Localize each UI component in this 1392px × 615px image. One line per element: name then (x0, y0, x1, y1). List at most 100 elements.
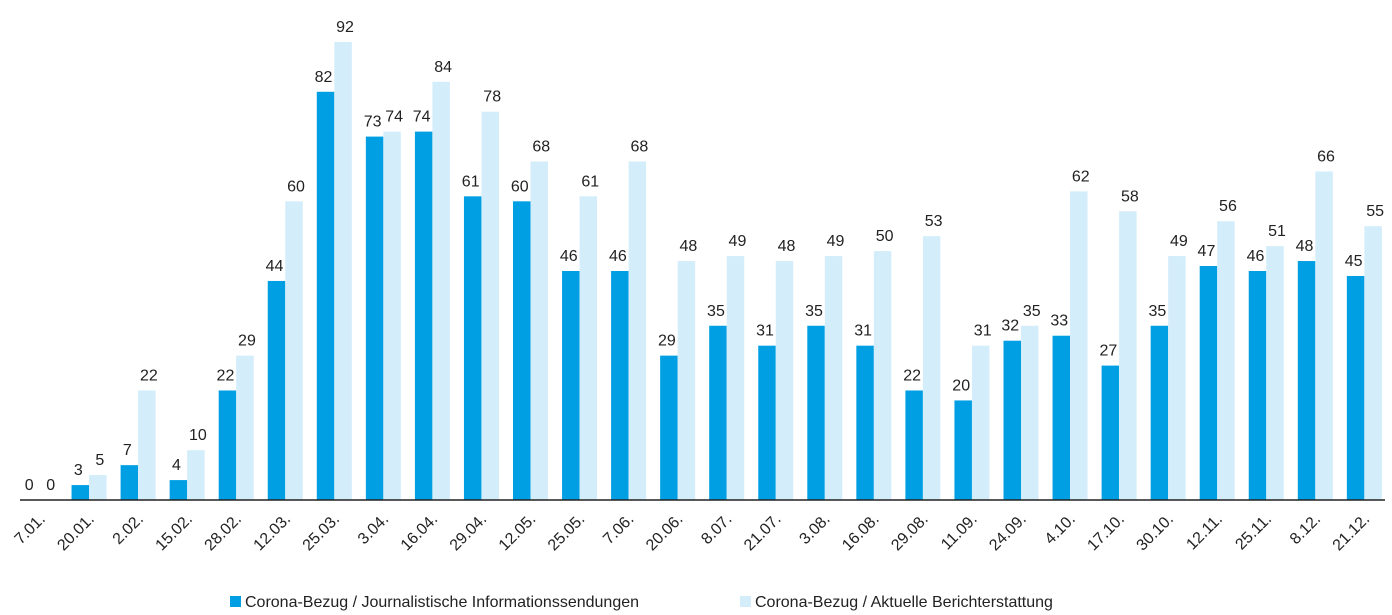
bar (316, 91, 335, 501)
value-label: 31 (974, 323, 992, 340)
value-label: 61 (581, 173, 599, 190)
value-label: 61 (462, 173, 480, 190)
bar (1315, 171, 1333, 500)
value-label: 60 (511, 178, 529, 195)
value-label: 33 (1050, 313, 1068, 330)
x-tick-label: 4.10. (1042, 511, 1079, 548)
value-label: 68 (532, 138, 550, 155)
legend-label: Corona-Bezug / Aktuelle Berichterstattun… (755, 594, 1053, 611)
value-label: 55 (1366, 203, 1384, 220)
value-label: 51 (1268, 223, 1286, 240)
value-label: 60 (287, 178, 305, 195)
bar (824, 256, 843, 500)
bar (726, 256, 745, 500)
value-label: 74 (385, 109, 403, 126)
value-label: 50 (876, 228, 894, 245)
value-label: 22 (140, 367, 158, 384)
bar (758, 345, 776, 500)
value-label: 92 (336, 19, 354, 36)
value-label: 10 (189, 427, 207, 444)
value-label: 31 (854, 323, 872, 340)
x-tick-label: 16.08. (839, 511, 882, 554)
x-tick-label: 16.04. (398, 511, 441, 554)
bar (873, 251, 892, 500)
value-label: 0 (46, 477, 55, 494)
value-label: 58 (1121, 188, 1139, 205)
bar (922, 236, 941, 501)
value-label: 44 (266, 258, 284, 275)
x-tick-label: 17.10. (1084, 511, 1127, 554)
value-label: 7 (123, 442, 132, 459)
bar (414, 131, 433, 500)
bar (513, 201, 531, 500)
bar (579, 196, 598, 500)
bar (1217, 221, 1235, 500)
value-label: 49 (729, 233, 747, 250)
value-label: 5 (95, 452, 104, 469)
value-label: 29 (658, 333, 676, 350)
x-tick-label: 7.06. (600, 511, 637, 548)
value-label: 35 (1149, 303, 1167, 320)
x-tick-label: 12.03. (251, 511, 294, 554)
x-tick-label: 8.07. (698, 511, 735, 548)
bar (660, 355, 678, 500)
x-tick-label: 3.04. (355, 511, 392, 548)
value-label: 46 (560, 248, 578, 265)
bar (1003, 340, 1021, 500)
bar (856, 345, 874, 500)
value-label: 48 (778, 238, 796, 255)
x-tick-label: 20.01. (54, 511, 97, 554)
bar (267, 280, 286, 500)
value-label: 20 (952, 377, 970, 394)
value-label: 46 (1247, 248, 1265, 265)
x-tick-label: 29.08. (888, 511, 931, 554)
bar (1021, 325, 1039, 500)
bar (463, 196, 482, 500)
bar (709, 325, 727, 500)
bar (562, 271, 580, 500)
bar (1199, 266, 1218, 500)
bar (677, 261, 696, 500)
bar (169, 480, 188, 500)
value-label: 62 (1072, 168, 1090, 185)
bar (89, 475, 107, 500)
bar (1248, 271, 1267, 500)
x-tick-label: 8.12. (1287, 511, 1324, 548)
value-label: 48 (1296, 238, 1314, 255)
bar (1150, 325, 1169, 500)
value-label: 66 (1317, 148, 1335, 165)
x-tick-label: 12.05. (496, 511, 539, 554)
value-label: 22 (217, 367, 235, 384)
bar (71, 485, 90, 500)
bar (1346, 275, 1365, 500)
x-tick-label: 21.12. (1330, 511, 1373, 554)
x-tick-label: 25.05. (545, 511, 588, 554)
value-label: 49 (1170, 233, 1188, 250)
bar (1101, 365, 1120, 500)
legend-swatch (230, 596, 241, 607)
value-label: 48 (680, 238, 698, 255)
bar (1070, 191, 1088, 500)
bar (432, 81, 450, 501)
bar (120, 465, 139, 500)
x-tick-label: 28.02. (202, 511, 245, 554)
value-label: 35 (1023, 303, 1041, 320)
value-label: 49 (827, 233, 845, 250)
bar (138, 390, 156, 500)
bar (628, 161, 647, 500)
x-tick-label: 11.09. (938, 511, 981, 554)
x-tick-label: 3.08. (796, 511, 833, 548)
value-label: 29 (238, 333, 256, 350)
value-label: 56 (1219, 198, 1237, 215)
value-label: 78 (483, 89, 501, 106)
x-tick-label: 25.11. (1232, 511, 1275, 554)
x-tick-label: 20.06. (643, 511, 686, 554)
value-label: 35 (805, 303, 823, 320)
value-label: 4 (172, 457, 181, 474)
x-tick-label: 30.10. (1134, 511, 1177, 554)
value-label: 0 (25, 477, 34, 494)
bar (905, 390, 923, 500)
value-label: 3 (74, 462, 83, 479)
bar (218, 390, 237, 500)
value-label: 82 (315, 69, 333, 86)
